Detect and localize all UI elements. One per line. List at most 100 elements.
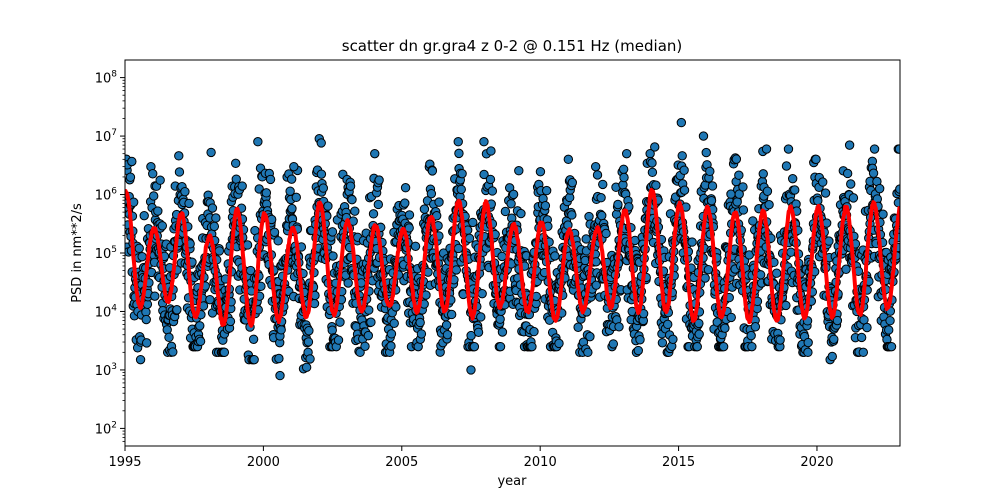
scatter-point <box>783 144 794 154</box>
scatter-point <box>328 251 338 261</box>
scatter-point <box>211 213 221 223</box>
scatter-point <box>679 165 689 175</box>
scatter-point <box>374 175 384 185</box>
scatter-point <box>249 354 259 365</box>
scatter-point <box>273 236 283 246</box>
scatter-point <box>453 243 464 254</box>
x-tick-label: 1995 <box>108 455 141 470</box>
scatter-point <box>550 251 560 261</box>
scatter-point <box>168 347 178 357</box>
scatter-point <box>651 180 661 190</box>
scatter-point <box>706 195 717 206</box>
scatter-point <box>363 330 374 341</box>
x-tick-label: 2010 <box>524 455 557 470</box>
scatter-point <box>803 337 813 348</box>
scatter-point <box>162 325 172 335</box>
scatter-point <box>469 341 480 352</box>
scatter-point <box>541 185 552 196</box>
scatter-point <box>404 210 415 220</box>
scatter-point <box>700 273 710 283</box>
scatter-point <box>694 329 704 339</box>
scatter-point <box>141 338 152 348</box>
scatter-point <box>827 351 837 362</box>
scatter-point <box>473 327 484 337</box>
scatter-point <box>360 341 370 352</box>
scatter-point <box>275 370 285 381</box>
scatter-point <box>790 185 800 195</box>
scatter-point <box>842 168 853 179</box>
scatter-point <box>720 323 730 333</box>
scatter-point <box>125 172 136 182</box>
scatter-point <box>466 365 476 375</box>
scatter-point <box>486 146 496 156</box>
scatter-point <box>205 294 215 305</box>
scatter-point <box>554 338 564 349</box>
scatter-point <box>497 327 508 337</box>
scatter-point <box>516 208 526 219</box>
scatter-point <box>761 144 772 154</box>
scatter-point <box>803 347 813 358</box>
scatter-point <box>225 316 236 327</box>
scatter-point <box>841 264 851 274</box>
scatter-point <box>343 278 353 288</box>
scatter-point <box>476 312 486 322</box>
scatter-point <box>327 325 337 335</box>
scatter-point <box>618 164 629 174</box>
scatter-point <box>657 338 668 348</box>
scatter-point <box>698 131 709 141</box>
scatter-point <box>195 336 206 347</box>
scatter-point <box>813 196 823 206</box>
scatter-point <box>726 312 736 323</box>
scatter-point <box>335 317 345 327</box>
scatter-point <box>856 332 867 343</box>
scatter-point <box>705 166 715 177</box>
scatter-point <box>441 320 452 330</box>
scatter-point <box>508 189 519 200</box>
scatter-point <box>862 322 872 333</box>
scatter-point <box>820 188 831 198</box>
scatter-point <box>692 341 702 352</box>
scatter-point <box>621 148 632 159</box>
scatter-point <box>563 154 574 165</box>
scatter-point <box>150 291 160 301</box>
scatter-point <box>479 137 489 147</box>
scatter-point <box>647 158 657 168</box>
scatter-point <box>174 167 185 177</box>
scatter-point <box>596 193 606 203</box>
scatter-point <box>209 221 220 232</box>
scatter-point <box>734 170 744 180</box>
scatter-point <box>389 318 399 329</box>
scatter-point <box>316 138 326 148</box>
scatter-point <box>318 183 329 193</box>
scatter-point <box>506 199 516 209</box>
scatter-point <box>184 198 194 209</box>
scatter-point <box>527 341 537 352</box>
scatter-point <box>781 161 792 171</box>
x-tick-label: 2020 <box>800 455 833 470</box>
scatter-point <box>195 321 205 331</box>
scatter-point <box>598 179 608 190</box>
scatter-point <box>457 168 467 179</box>
scatter-point <box>844 140 855 150</box>
scatter-point <box>400 198 410 208</box>
scatter-point <box>345 181 356 191</box>
scatter-point <box>750 322 761 332</box>
scatter-point <box>303 337 314 347</box>
scatter-point <box>869 144 880 154</box>
scatter-point <box>333 335 344 345</box>
x-tick-label: 2000 <box>247 455 280 470</box>
scatter-point <box>400 183 411 193</box>
scatter-point <box>347 194 357 205</box>
scatter-point <box>829 334 839 344</box>
scatter-point <box>874 183 885 194</box>
scatter-point <box>305 354 315 364</box>
scatter-point <box>386 341 396 351</box>
scatter-point <box>613 199 623 210</box>
x-tick-label: 2015 <box>662 455 695 470</box>
scatter-point <box>135 354 146 365</box>
scatter-point <box>453 137 463 147</box>
scatter-point <box>286 174 297 184</box>
scatter-point <box>497 251 507 262</box>
scatter-point <box>456 184 466 195</box>
